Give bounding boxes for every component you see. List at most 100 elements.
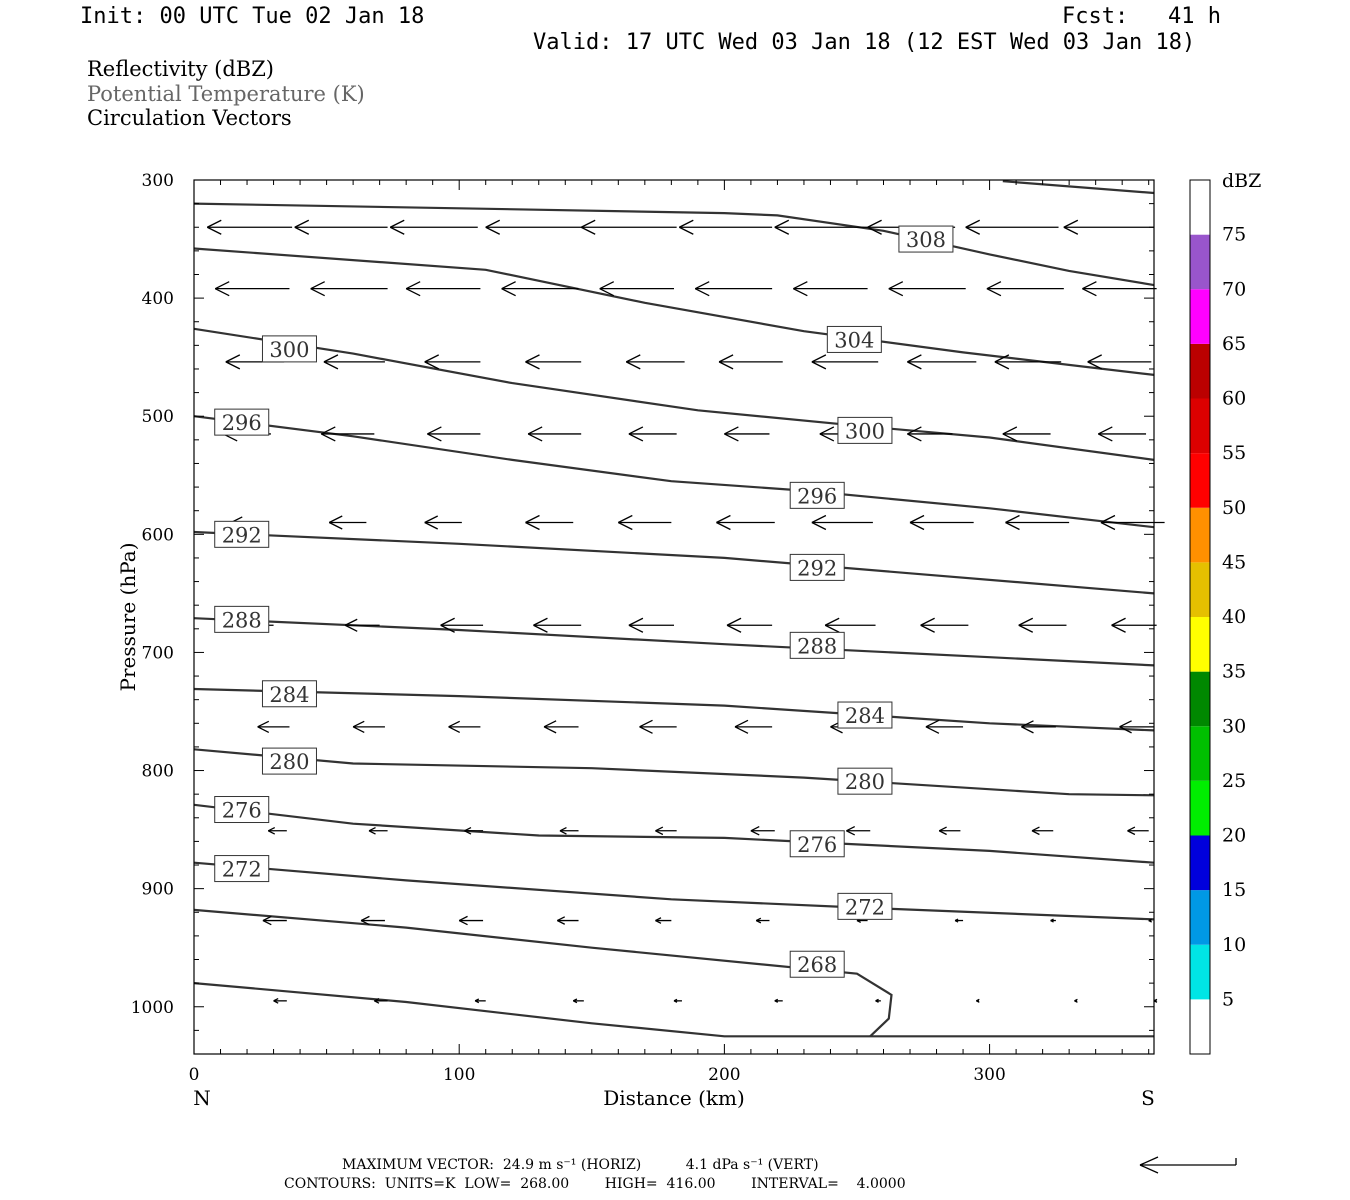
circulation-vector — [907, 426, 953, 442]
circulation-vector — [458, 915, 484, 926]
circulation-vector — [986, 281, 1064, 297]
circulation-vector — [716, 514, 775, 531]
circulation-vector — [1100, 514, 1165, 531]
colorbar-swatch — [1190, 562, 1210, 617]
circulation-vector — [599, 281, 674, 297]
field-name-reflectivity: Reflectivity (dBZ) — [87, 57, 275, 81]
contour-label-box — [214, 855, 270, 883]
circulation-vector — [310, 281, 388, 297]
y-tick-label: 1000 — [131, 998, 174, 1018]
colorbar-label: 5 — [1222, 988, 1234, 1010]
circulation-vector — [1002, 426, 1051, 442]
circulation-vector — [352, 720, 385, 733]
contour-label-box — [789, 553, 845, 581]
colorbar-swatch — [1190, 726, 1210, 781]
contour-line-276 — [193, 803, 1155, 864]
x-tick-label: 200 — [708, 1065, 740, 1085]
circulation-vector — [724, 426, 770, 442]
contour-label-304: 304 — [834, 328, 874, 352]
contour-label-292: 292 — [797, 556, 837, 580]
circulation-vector — [368, 826, 388, 835]
plot-frame — [193, 179, 1155, 1055]
contour-label-296: 296 — [222, 411, 262, 435]
x-right-end-label: S — [1141, 1086, 1155, 1110]
circulation-vector — [543, 720, 579, 734]
circulation-vector — [485, 219, 582, 235]
colorbar: 5 10 15 20 25 30 35 40 45 50 55 60 65 70 75 — [1189, 179, 1246, 1055]
x-tick-label: 0 — [189, 1065, 200, 1085]
circulation-vector — [774, 998, 783, 1003]
colorbar-label: 60 — [1222, 388, 1246, 410]
contour-label-296: 296 — [797, 484, 837, 508]
contour-label-276: 276 — [797, 833, 837, 857]
y-axis-label: Pressure (hPa) — [116, 543, 140, 692]
colorbar-label: 20 — [1222, 825, 1246, 847]
colorbar-label: 50 — [1222, 497, 1246, 519]
circulation-vector — [628, 617, 674, 633]
circulation-vector — [405, 281, 481, 297]
contour-label-box — [261, 335, 317, 363]
field-name-theta: Potential Temperature (K) — [87, 82, 365, 106]
circulation-vector — [525, 514, 574, 531]
circulation-vector — [257, 720, 290, 733]
circulation-vector — [618, 514, 672, 531]
colorbar-swatch — [1190, 234, 1210, 290]
circulation-vector — [1074, 998, 1078, 1003]
circulation-vector — [846, 826, 871, 836]
circulation-vector — [811, 354, 879, 370]
contour-label-box — [214, 605, 270, 633]
vector-layer — [206, 219, 1165, 1004]
circulation-vector — [694, 281, 773, 297]
circulation-vector — [214, 281, 290, 297]
contour-label-box — [837, 892, 893, 920]
circulation-vector — [1018, 617, 1067, 633]
colorbar-label: 55 — [1222, 442, 1246, 464]
contour-line-296 — [193, 415, 1155, 529]
y-tick-label: 500 — [142, 407, 174, 427]
contour-label-308: 308 — [906, 228, 946, 252]
circulation-vector — [572, 998, 584, 1004]
colorbar-swatch — [1190, 398, 1210, 454]
circulation-vector — [206, 219, 293, 235]
colorbar-swatch — [1190, 289, 1210, 344]
circulation-vector — [1111, 617, 1157, 633]
contour-label-272: 272 — [845, 895, 885, 919]
init-time: Init: 00 UTC Tue 02 Jan 18 — [80, 4, 425, 29]
contour-line-308 — [193, 202, 1155, 287]
contour-label-box — [837, 416, 893, 444]
circulation-vector — [909, 514, 974, 531]
forecast-hour: Fcst: 41 h — [1062, 4, 1221, 29]
circulation-vector — [440, 617, 484, 633]
colorbar-swatch — [1190, 944, 1210, 1000]
circulation-vector — [464, 826, 484, 835]
y-tick-label: 300 — [142, 171, 174, 191]
contour-line-312 — [1002, 180, 1155, 195]
circulation-vector — [427, 426, 481, 442]
circulation-vector — [533, 617, 582, 633]
circulation-vector — [525, 354, 582, 370]
circulation-vector — [750, 826, 775, 836]
colorbar-label: 65 — [1222, 333, 1246, 355]
y-tick-label: 800 — [142, 762, 174, 782]
valid-time: Valid: 17 UTC Wed 03 Jan 18 (12 EST Wed … — [533, 30, 1196, 55]
contour-label-box — [837, 701, 893, 729]
contour-label-box — [261, 680, 317, 708]
contour-line-268 — [193, 908, 893, 1038]
circulation-vector — [625, 354, 685, 370]
circulation-vector — [628, 426, 677, 442]
x-axis: 0 100 200 300 — [189, 180, 1150, 1085]
circulation-vector — [925, 719, 964, 734]
circulation-vector — [774, 219, 868, 235]
circulation-vector — [557, 916, 579, 925]
circulation-vector — [1098, 426, 1147, 442]
circulation-vector — [344, 618, 380, 632]
circulation-vector — [639, 719, 677, 734]
circulation-vector — [1021, 720, 1056, 734]
contour-label-268: 268 — [797, 953, 837, 977]
colorbar-swatch — [1190, 453, 1210, 508]
contour-line-264 — [193, 982, 1154, 1038]
contour-layer — [193, 180, 1155, 1038]
colorbar-label: 25 — [1222, 770, 1246, 792]
circulation-vector — [1031, 826, 1054, 836]
contour-label-box — [789, 631, 845, 659]
